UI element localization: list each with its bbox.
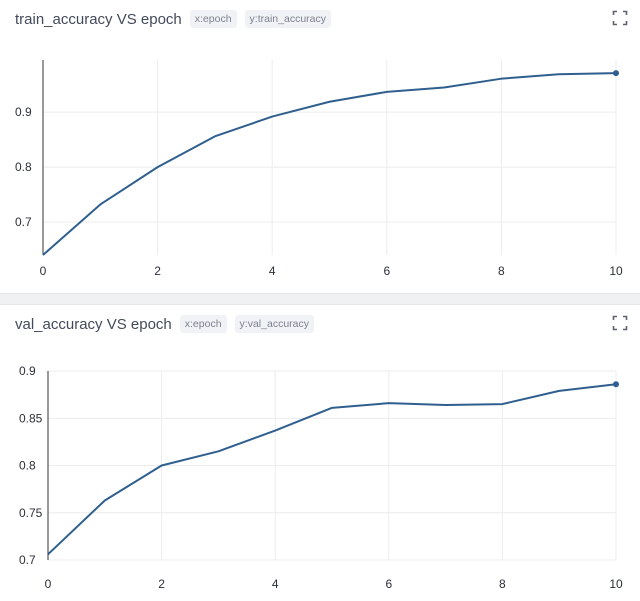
expand-icon[interactable] (612, 10, 628, 26)
y-tick-label: 0.9 (15, 105, 32, 119)
chart-title: val_accuracy VS epoch (15, 315, 172, 333)
x-axis-tag: x:epoch (189, 10, 237, 28)
y-axis-tag: y:val_accuracy (234, 315, 314, 333)
expand-icon[interactable] (612, 315, 628, 331)
x-tick-label: 0 (45, 577, 52, 591)
chart-title: train_accuracy VS epoch (15, 10, 182, 28)
x-tick-label: 10 (609, 577, 623, 591)
y-tick-label: 0.9 (19, 364, 36, 378)
x-tick-label: 8 (498, 264, 505, 278)
y-tick-label: 0.7 (15, 215, 32, 229)
val-accuracy-chart: 0.7 0.75 0.8 0.85 0.9 0 2 4 6 8 10 (19, 364, 623, 591)
y-tick-label: 0.85 (19, 411, 43, 425)
y-tick-label: 0.75 (19, 506, 43, 520)
x-tick-label: 10 (609, 264, 623, 278)
y-tick-label: 0.8 (15, 160, 32, 174)
series-line (47, 383, 617, 556)
series-end-point (613, 381, 619, 388)
chart-panel-val-accuracy: val_accuracy VS epoch x:epoch y:val_accu… (0, 305, 640, 601)
x-tick-label: 6 (385, 577, 392, 591)
x-tick-label: 6 (383, 264, 390, 278)
chart-panel-train-accuracy: train_accuracy VS epoch x:epoch y:train_… (0, 0, 640, 293)
x-tick-label: 8 (499, 577, 506, 591)
chart-header: train_accuracy VS epoch x:epoch y:train_… (15, 8, 331, 30)
x-axis-tag: x:epoch (179, 315, 227, 333)
chart-header: val_accuracy VS epoch x:epoch y:val_accu… (15, 313, 314, 335)
panel-divider (0, 293, 640, 305)
y-tick-label: 0.7 (19, 553, 36, 567)
series-end-point (613, 70, 619, 77)
series-line (42, 72, 617, 256)
y-tick-label: 0.8 (19, 459, 36, 473)
x-tick-label: 4 (272, 577, 279, 591)
x-tick-label: 0 (40, 264, 47, 278)
x-tick-label: 2 (154, 264, 161, 278)
train-accuracy-chart: 0.7 0.8 0.9 0 2 4 6 8 10 (15, 60, 623, 278)
x-tick-label: 2 (158, 577, 165, 591)
x-tick-label: 4 (269, 264, 276, 278)
y-axis-tag: y:train_accuracy (244, 10, 331, 28)
